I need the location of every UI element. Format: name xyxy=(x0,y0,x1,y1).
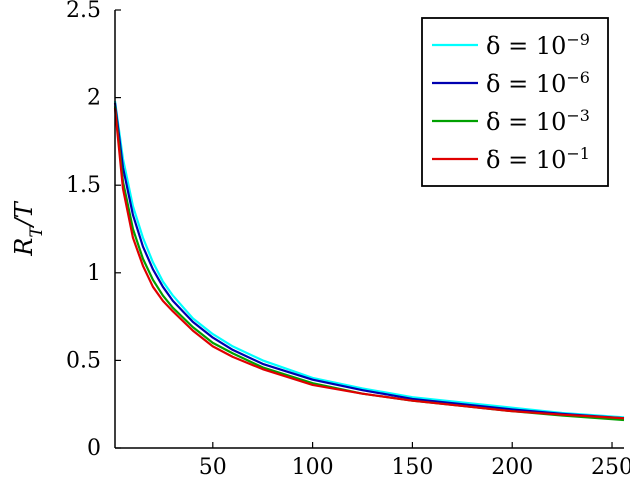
legend-label-4: δ = 10−1 xyxy=(486,144,590,175)
y-tick-label: 1 xyxy=(87,261,101,286)
y-tick-label: 0 xyxy=(87,436,101,461)
legend-label-1: δ = 10−9 xyxy=(486,30,590,61)
series-line-4 xyxy=(113,108,625,420)
series-line-2 xyxy=(113,102,625,420)
plot-lines xyxy=(113,100,625,422)
y-tick-label: 2.5 xyxy=(66,0,101,23)
legend-label-2: δ = 10−6 xyxy=(486,68,590,99)
y-axis-label: RT/T xyxy=(10,200,47,257)
x-tick-label: 200 xyxy=(491,455,533,476)
x-tick-label: 100 xyxy=(292,455,334,476)
x-tick-label: 150 xyxy=(391,455,433,476)
x-tick-label: 250 xyxy=(591,455,630,476)
axes: RT/T xyxy=(10,10,624,449)
ticks: 50 100 150 200 250 0 0.5 1 1.5 2 2.5 xyxy=(66,0,630,480)
x-tick-label: 50 xyxy=(199,455,227,476)
y-tick-label: 1.5 xyxy=(66,173,101,198)
y-tick-label: 2 xyxy=(87,86,101,111)
y-tick-label: 0.5 xyxy=(66,348,101,373)
series-line-1 xyxy=(113,100,625,419)
legend: δ = 10−9 δ = 10−6 δ = 10−3 δ = 10−1 xyxy=(421,17,609,187)
legend-label-3: δ = 10−3 xyxy=(486,106,590,137)
